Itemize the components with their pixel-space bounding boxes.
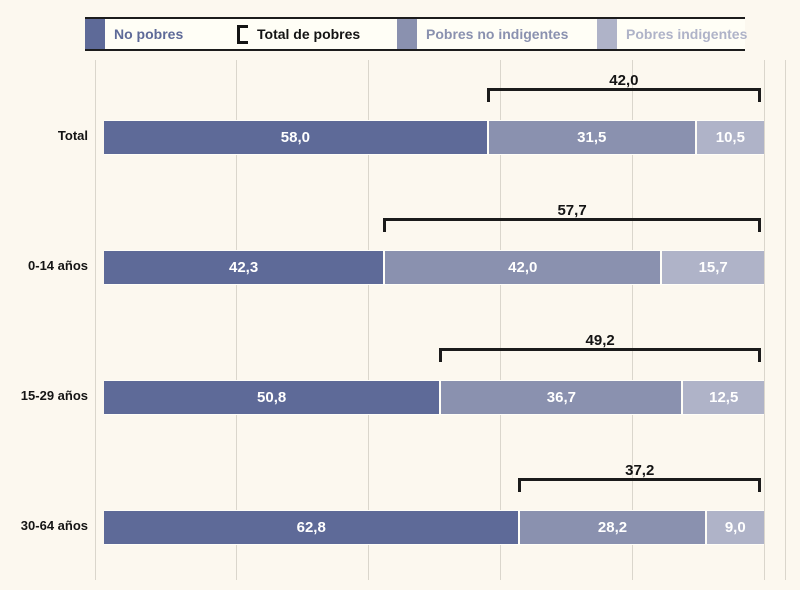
legend-item-total-de-pobres: Total de pobres [237, 19, 397, 49]
legend-swatch-icon [597, 19, 617, 49]
gridline [500, 60, 501, 580]
legend-item-no-pobres: No pobres [85, 19, 237, 49]
bar-segment-no-pobres: 62,8 [104, 511, 519, 544]
bracket-value: 57,7 [557, 202, 587, 219]
plot-area: Total 42,0 58,0 31,5 10,5 0-14 años 57,7 42,3 42… [21, 60, 786, 580]
bar-segment-pobres-indigentes: 12,5 [681, 381, 764, 414]
bar-segment-pobres-no-indigentes: 31,5 [486, 121, 695, 154]
legend-label: No pobres [114, 26, 184, 42]
bracket-value: 49,2 [585, 332, 615, 349]
bracket-icon [237, 24, 248, 44]
legend-item-pobres-indigentes: Pobres indigentes [597, 19, 748, 49]
legend-item-pobres-no-indigentes: Pobres no indigentes [397, 19, 597, 49]
chart-row: 30-64 años 37,2 62,8 28,2 9,0 [21, 450, 785, 580]
legend-swatch-icon [397, 19, 417, 49]
legend-label: Pobres indigentes [626, 26, 748, 42]
total-pobres-bracket: 57,7 [383, 202, 761, 235]
bar-segment-pobres-indigentes: 15,7 [660, 251, 764, 284]
bar-segment-pobres-no-indigentes: 36,7 [439, 381, 682, 414]
gridline [632, 60, 633, 580]
bar-segment-no-pobres: 50,8 [104, 381, 440, 414]
total-pobres-bracket: 37,2 [518, 462, 761, 495]
total-pobres-bracket: 49,2 [439, 332, 761, 365]
bar-segment-pobres-no-indigentes: 42,0 [383, 251, 661, 284]
stacked-bar: 62,8 28,2 9,0 [104, 510, 764, 545]
legend-swatch-icon [85, 19, 105, 49]
chart-row: Total 42,0 58,0 31,5 10,5 [58, 60, 785, 190]
bar-segment-no-pobres: 42,3 [104, 251, 384, 284]
legend-label: Pobres no indigentes [426, 26, 569, 42]
gridline [764, 60, 765, 580]
chart-row: 15-29 años 49,2 50,8 36,7 12,5 [21, 320, 785, 450]
stacked-bar: 42,3 42,0 15,7 [104, 250, 764, 285]
stacked-bar: 58,0 31,5 10,5 [104, 120, 764, 155]
chart-row: 0-14 años 57,7 42,3 42,0 15,7 [28, 190, 785, 320]
bracket-value: 42,0 [609, 72, 639, 89]
bar-segment-no-pobres: 58,0 [104, 121, 487, 154]
gridline [368, 60, 369, 580]
bar-segment-pobres-indigentes: 10,5 [694, 121, 764, 154]
category-label: Total [57, 128, 88, 144]
total-pobres-bracket: 42,0 [486, 72, 762, 105]
bar-segment-pobres-no-indigentes: 28,2 [518, 511, 705, 544]
stacked-bar: 50,8 36,7 12,5 [104, 380, 764, 415]
gridline [236, 60, 237, 580]
category-label: 15-29 años [20, 388, 88, 404]
bar-segment-pobres-indigentes: 9,0 [704, 511, 764, 544]
bracket-value: 37,2 [625, 462, 655, 479]
category-label: 0-14 años [28, 258, 88, 274]
legend-label: Total de pobres [257, 26, 361, 42]
category-label: 30-64 años [20, 518, 88, 534]
legend: No pobres Total de pobres Pobres no indige… [85, 17, 748, 51]
